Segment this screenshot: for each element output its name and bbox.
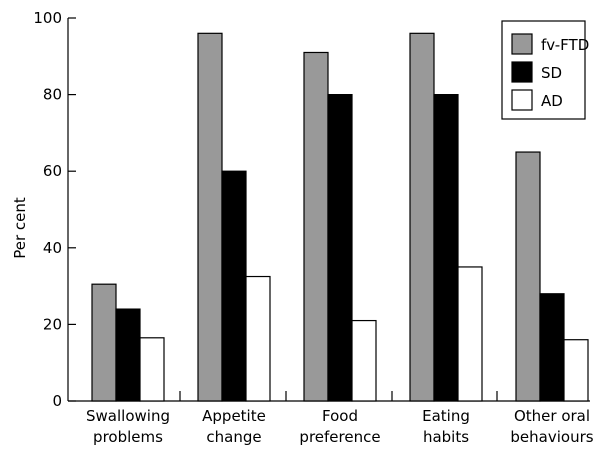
- legend-label: fv-FTD: [541, 36, 589, 54]
- x-category-label: problems: [93, 428, 163, 446]
- bar-fv-ftd-2: [303, 51, 329, 402]
- bar-sd-4: [539, 293, 565, 402]
- legend-swatch: [511, 61, 533, 83]
- x-axis: Swallowing problems Appetite change Food pref…: [68, 391, 594, 446]
- x-category-label: Other oral: [514, 407, 590, 425]
- bar-sd-1: [221, 170, 247, 402]
- bar-fv-ftd-4: [515, 151, 541, 402]
- legend-label: SD: [541, 64, 562, 82]
- y-axis-label: Per cent: [11, 197, 29, 259]
- x-category-label: Appetite: [202, 407, 266, 425]
- bar-ad-1: [245, 275, 271, 402]
- x-category-label: preference: [299, 428, 380, 446]
- x-category-label: behaviours: [510, 428, 593, 446]
- y-tick-label: 40: [43, 239, 62, 257]
- legend-swatch: [511, 89, 533, 111]
- bar-ad-3: [457, 266, 483, 402]
- x-category-label: habits: [423, 428, 469, 446]
- bar-ad-2: [351, 319, 377, 402]
- y-tick-label: 80: [43, 86, 62, 104]
- x-category-label: Eating: [422, 407, 470, 425]
- bars-group: [91, 32, 589, 402]
- y-tick-label: 20: [43, 315, 62, 333]
- bar-sd-3: [433, 93, 459, 402]
- bar-fv-ftd-0: [91, 283, 117, 402]
- bar-sd-0: [115, 308, 141, 402]
- bar-fv-ftd-1: [197, 32, 223, 402]
- y-tick-label: 0: [52, 392, 62, 410]
- bar-ad-0: [139, 337, 165, 402]
- bar-sd-2: [327, 93, 353, 402]
- bar-fv-ftd-3: [409, 32, 435, 402]
- y-tick-label: 60: [43, 162, 62, 180]
- legend-swatch: [511, 33, 533, 55]
- y-axis: 0 20 40 60 80 100: [33, 9, 76, 410]
- x-category-label: change: [206, 428, 261, 446]
- x-category-label: Food: [322, 407, 358, 425]
- bar-ad-4: [563, 339, 589, 402]
- y-tick-label: 100: [33, 9, 62, 27]
- x-category-label: Swallowing: [86, 407, 170, 425]
- legend-label: AD: [541, 92, 563, 110]
- legend: fv-FTD SD AD: [501, 20, 589, 120]
